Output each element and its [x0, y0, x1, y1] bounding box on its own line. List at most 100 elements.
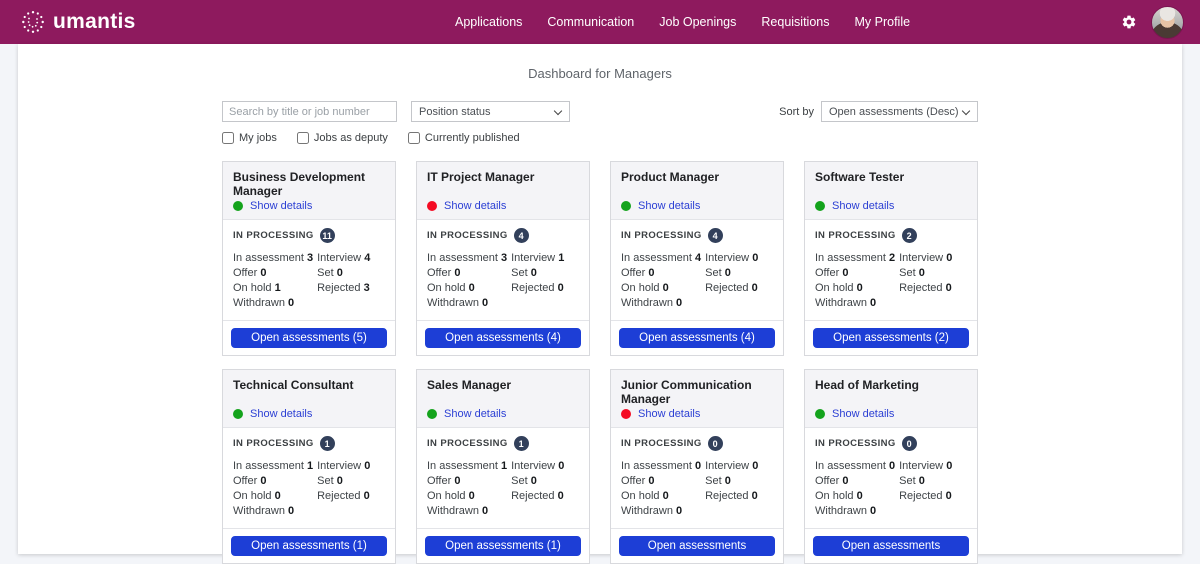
show-details-link[interactable]: Show details [832, 200, 895, 212]
user-avatar[interactable] [1151, 5, 1184, 39]
job-card-body: IN PROCESSING 1 In assessment 1 Intervie… [223, 427, 395, 528]
currently-published-checkbox[interactable] [407, 132, 420, 144]
stat-set: Set 0 [705, 267, 773, 280]
stat-offer: Offer 0 [427, 267, 507, 280]
job-card-footer: Open assessments [805, 528, 977, 563]
status-row: Show details [427, 200, 579, 212]
sort-select[interactable]: Open assessments (Desc) [821, 101, 978, 122]
stat-set: Set 0 [899, 267, 967, 280]
job-card: Sales Manager Show details IN PROCESSING… [416, 369, 590, 564]
open-assessments-button[interactable]: Open assessments [619, 536, 775, 556]
jobs-as-deputy-checkbox[interactable] [296, 132, 309, 144]
open-assessments-button[interactable]: Open assessments (5) [231, 328, 387, 348]
open-assessments-button[interactable]: Open assessments (1) [425, 536, 581, 556]
stat-label: Rejected [511, 282, 555, 294]
stat-label: Set [899, 267, 916, 279]
stat-value: 0 [530, 267, 537, 279]
job-card: IT Project Manager Show details IN PROCE… [416, 161, 590, 356]
nav-my-profile[interactable]: My Profile [854, 15, 911, 29]
stat-label: Withdrawn [233, 505, 285, 517]
stat-on-hold: On hold 0 [427, 490, 507, 503]
stat-offer: Offer 0 [621, 267, 701, 280]
status-row: Show details [233, 408, 385, 420]
stats-grid: In assessment 3 Interview 4 Offer 0 Set … [233, 252, 385, 310]
stat-value: 0 [676, 505, 683, 517]
job-card-body: IN PROCESSING 2 In assessment 2 Intervie… [805, 219, 977, 320]
search-input[interactable] [222, 101, 397, 122]
position-status-value: Position status [419, 105, 491, 118]
stat-interview: Interview 4 [317, 252, 385, 265]
nav-job-openings[interactable]: Job Openings [659, 15, 737, 29]
stat-value: 0 [946, 460, 953, 472]
stat-offer: Offer 0 [815, 475, 895, 488]
stat-label: In assessment [815, 252, 886, 264]
stat-label: Interview [317, 460, 362, 472]
checkbox-my-jobs[interactable]: My jobs [222, 132, 277, 144]
stat-value: 0 [662, 490, 669, 502]
nav-applications[interactable]: Applications [455, 15, 523, 29]
open-assessments-button[interactable]: Open assessments (2) [813, 328, 969, 348]
stat-value: 0 [274, 490, 281, 502]
checkbox-jobs-as-deputy[interactable]: Jobs as deputy [296, 132, 388, 144]
job-card-footer: Open assessments (4) [611, 320, 783, 355]
status-dot [233, 409, 243, 419]
stat-value: 0 [870, 505, 877, 517]
stat-label: Rejected [511, 490, 555, 502]
stat-value: 1 [558, 252, 565, 264]
brand-logo[interactable]: umantis [20, 9, 136, 35]
show-details-link[interactable]: Show details [832, 408, 895, 420]
show-details-link[interactable]: Show details [250, 408, 313, 420]
job-card-header: Technical Consultant Show details [223, 370, 395, 427]
top-navbar: umantis Applications Communication Job O… [0, 0, 1200, 44]
stat-label: Interview [899, 252, 944, 264]
stat-value: 0 [363, 490, 370, 502]
stat-label: Withdrawn [621, 297, 673, 309]
stats-grid: In assessment 0 Interview 0 Offer 0 Set … [815, 460, 967, 518]
stat-empty [705, 297, 773, 310]
navbar-right [1121, 5, 1184, 39]
stat-value: 0 [945, 282, 952, 294]
in-processing-label: IN PROCESSING [233, 230, 314, 241]
stat-value: 1 [500, 460, 508, 472]
in-processing-row: IN PROCESSING 11 [233, 228, 385, 243]
stats-grid: In assessment 4 Interview 0 Offer 0 Set … [621, 252, 773, 310]
open-assessments-button[interactable]: Open assessments (4) [619, 328, 775, 348]
open-assessments-button[interactable]: Open assessments [813, 536, 969, 556]
show-details-link[interactable]: Show details [250, 200, 313, 212]
open-assessments-button[interactable]: Open assessments (1) [231, 536, 387, 556]
stat-withdrawn: Withdrawn 0 [621, 297, 701, 310]
nav-communication[interactable]: Communication [547, 15, 635, 29]
in-processing-badge: 1 [513, 436, 529, 451]
stat-offer: Offer 0 [815, 267, 895, 280]
settings-gear-icon[interactable] [1121, 14, 1137, 30]
nav-requisitions[interactable]: Requisitions [761, 15, 830, 29]
sort-select-value: Open assessments (Desc) [829, 105, 959, 118]
in-processing-badge: 11 [319, 228, 335, 243]
stat-in-assessment: In assessment 3 [427, 252, 507, 265]
show-details-link[interactable]: Show details [444, 200, 507, 212]
my-jobs-checkbox[interactable] [222, 132, 234, 144]
stat-label: Interview [899, 460, 944, 472]
stat-label: Offer [427, 267, 452, 279]
status-dot [621, 201, 631, 211]
show-details-link[interactable]: Show details [444, 408, 507, 420]
status-row: Show details [621, 200, 773, 212]
stat-value: 0 [888, 460, 896, 472]
stat-withdrawn: Withdrawn 0 [233, 297, 313, 310]
stat-label: Interview [511, 460, 556, 472]
stat-offer: Offer 0 [233, 267, 313, 280]
show-details-link[interactable]: Show details [638, 408, 701, 420]
job-card: Technical Consultant Show details IN PRO… [222, 369, 396, 564]
stat-empty [317, 297, 385, 310]
checkbox-currently-published[interactable]: Currently published [407, 132, 520, 144]
stat-value: 0 [557, 282, 564, 294]
stat-withdrawn: Withdrawn 0 [233, 505, 313, 518]
show-details-link[interactable]: Show details [638, 200, 701, 212]
in-processing-badge: 1 [319, 436, 335, 451]
stat-in-assessment: In assessment 0 [815, 460, 895, 473]
position-status-select[interactable]: Position status [411, 101, 570, 122]
in-processing-label: IN PROCESSING [427, 438, 508, 449]
stat-label: Rejected [899, 490, 943, 502]
open-assessments-button[interactable]: Open assessments (4) [425, 328, 581, 348]
job-title: Junior Communication Manager [621, 378, 752, 406]
